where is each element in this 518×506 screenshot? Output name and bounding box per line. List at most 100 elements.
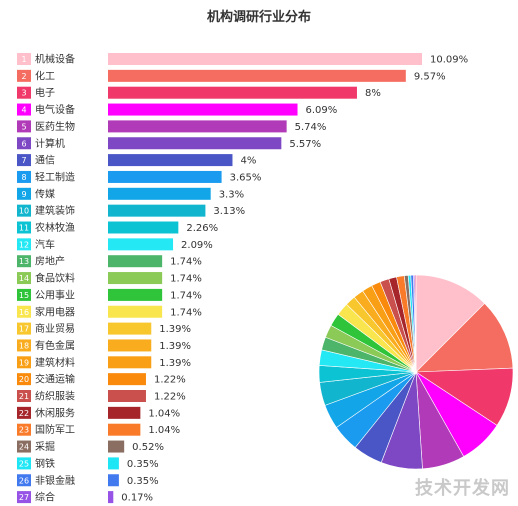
category-index-badge [17, 86, 31, 99]
bar [108, 457, 119, 470]
category-index-badge [17, 305, 31, 318]
category-label: 休闲服务 [35, 406, 75, 419]
category-index-label: 26 [19, 476, 29, 485]
category-label: 农林牧渔 [35, 221, 75, 234]
category-index-label: 1 [21, 55, 26, 64]
category-index-badge [17, 288, 31, 301]
category-label: 化工 [35, 69, 55, 82]
category-index-label: 21 [19, 392, 29, 401]
category-index-badge [17, 137, 31, 150]
category-index-label: 2 [21, 72, 26, 81]
category-index-label: 18 [19, 341, 29, 350]
value-label: 5.57% [289, 139, 321, 150]
bar [108, 356, 152, 369]
bar [108, 339, 152, 352]
category-index-badge [17, 474, 31, 487]
value-label: 0.35% [127, 459, 159, 470]
category-index-badge [17, 390, 31, 402]
bar [108, 69, 406, 82]
value-label: 1.74% [170, 257, 202, 268]
bar [108, 204, 206, 217]
category-index-badge [17, 339, 31, 352]
category-index-label: 27 [19, 493, 29, 502]
category-label: 综合 [35, 491, 55, 504]
category-label: 采掘 [35, 440, 55, 453]
category-index-label: 9 [21, 190, 26, 199]
category-label: 建筑装饰 [35, 204, 75, 217]
value-label: 10.09% [430, 55, 468, 66]
category-index-label: 10 [19, 207, 29, 216]
category-label: 机械设备 [35, 53, 75, 66]
bar [108, 137, 282, 150]
value-label: 1.22% [154, 375, 186, 386]
category-index-label: 25 [19, 459, 29, 468]
bar [108, 322, 152, 335]
category-label: 国防军工 [35, 423, 75, 436]
pie-slice [415, 302, 514, 373]
category-index-label: 20 [19, 375, 29, 384]
category-index-badge [17, 120, 31, 133]
bar [108, 491, 114, 504]
bar [108, 53, 422, 65]
category-index-badge [17, 170, 31, 183]
category-label: 钢铁 [35, 457, 55, 470]
value-label: 5.74% [295, 122, 327, 133]
category-index-label: 4 [21, 106, 26, 115]
bar [108, 255, 163, 268]
category-index-label: 5 [21, 122, 26, 131]
category-index-badge [17, 204, 31, 217]
value-label: 3.65% [230, 172, 262, 183]
bar-chart: 1 机械设备 10.09% 2 化工 9.57% 3 电子 8% 4 电气设备 6.09% 5 医药生物 5… [17, 53, 468, 504]
category-label: 通信 [35, 155, 55, 167]
category-label: 纺织服装 [35, 390, 75, 403]
category-index-label: 17 [19, 325, 29, 334]
category-label: 交通运输 [35, 373, 75, 386]
pie-slice [414, 274, 417, 373]
category-index-badge [17, 457, 31, 470]
value-label: 1.39% [159, 341, 191, 352]
category-index-badge [17, 187, 31, 200]
category-label: 食品饮料 [35, 272, 75, 285]
value-label: 3.13% [213, 206, 245, 217]
category-index-label: 16 [19, 308, 29, 317]
category-label: 传媒 [35, 188, 55, 200]
category-index-badge [17, 423, 31, 436]
category-index-badge [17, 103, 31, 116]
category-label: 电气设备 [35, 103, 75, 116]
category-index-label: 23 [19, 426, 29, 435]
value-label: 8% [365, 88, 381, 99]
category-index-label: 22 [19, 409, 29, 418]
bar [108, 373, 146, 386]
value-label: 1.04% [148, 425, 180, 436]
category-index-label: 24 [19, 443, 29, 452]
bar [108, 120, 287, 133]
category-index-label: 3 [21, 89, 26, 98]
bar [108, 305, 163, 318]
value-label: 2.09% [181, 240, 213, 251]
category-index-badge [17, 53, 31, 65]
value-label: 0.17% [121, 493, 153, 504]
bar [108, 103, 298, 116]
category-index-badge [17, 255, 31, 268]
value-label: 0.52% [132, 442, 164, 453]
category-index-badge [17, 272, 31, 285]
bar [108, 86, 357, 99]
bar [108, 423, 141, 436]
bar [108, 221, 179, 234]
value-label: 4% [240, 156, 256, 167]
value-label: 1.39% [159, 324, 191, 335]
value-label: 1.04% [148, 408, 180, 419]
category-label: 房地产 [35, 255, 65, 268]
bar [108, 288, 163, 301]
category-index-label: 8 [21, 173, 26, 182]
category-index-badge [17, 238, 31, 251]
category-label: 计算机 [35, 137, 65, 150]
category-label: 医药生物 [35, 120, 75, 133]
chart-title: 机构调研行业分布 [206, 10, 311, 25]
value-label: 1.22% [154, 392, 186, 403]
category-index-badge [17, 69, 31, 82]
category-index-label: 15 [19, 291, 29, 300]
bar [108, 440, 125, 453]
pie-chart [318, 274, 514, 470]
